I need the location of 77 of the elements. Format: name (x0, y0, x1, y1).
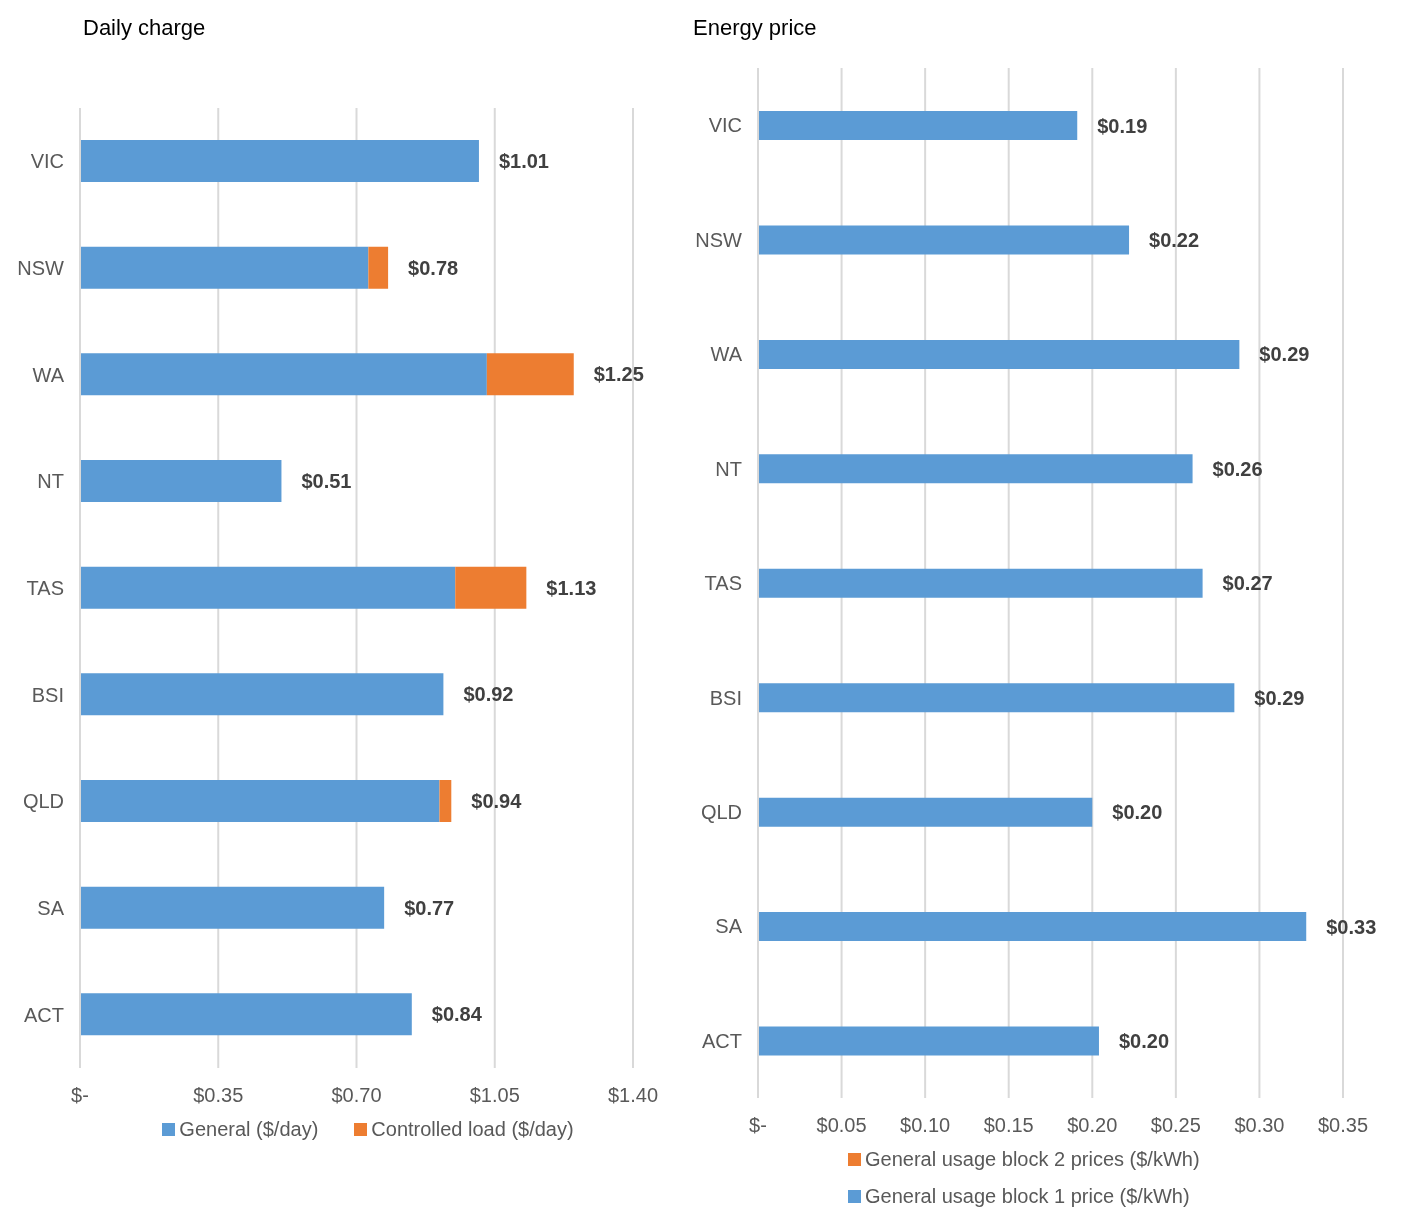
data-label: $0.29 (1254, 686, 1305, 709)
bar (80, 246, 369, 289)
bar (439, 780, 452, 822)
bar (80, 460, 282, 502)
bar (758, 111, 1078, 140)
total-label: $1.01 (498, 150, 550, 172)
bar (758, 339, 1240, 369)
total-label: $0.94 (471, 790, 523, 812)
y-tick-label: TAS (704, 572, 742, 595)
y-tick-label: VIC (708, 114, 742, 137)
y-tick-label: WA (32, 363, 65, 386)
y-tick-label: NSW (17, 257, 65, 280)
bar (80, 566, 456, 609)
legend-label: General ($/day) (179, 1118, 319, 1141)
x-tick-label: $0.30 (1234, 1114, 1285, 1137)
total-label: $1.25 (593, 363, 644, 386)
bar (80, 993, 412, 1036)
y-tick-label: QLD (22, 790, 64, 813)
x-tick-label: $0.20 (1067, 1114, 1118, 1137)
bar (80, 780, 440, 822)
bar (758, 1026, 1099, 1056)
y-tick-label: NT (37, 470, 64, 493)
y-tick-label: BSI (31, 683, 64, 706)
bar (758, 568, 1203, 598)
x-tick-label: $1.40 (607, 1084, 659, 1107)
y-tick-label: SA (715, 915, 743, 938)
total-label: $0.77 (404, 896, 455, 919)
bar (80, 353, 487, 396)
y-tick-label: VIC (30, 150, 64, 173)
legend-label: General usage block 1 price ($/kWh) (865, 1185, 1190, 1208)
bar (758, 797, 1093, 827)
x-tick-label: $1.05 (469, 1084, 520, 1107)
bar (455, 566, 527, 609)
y-tick-label: ACT (702, 1029, 742, 1052)
y-tick-label: ACT (24, 1003, 64, 1026)
x-tick-label: $0.35 (193, 1084, 244, 1107)
data-label: $0.20 (1118, 1030, 1170, 1053)
total-label: $0.78 (408, 256, 459, 279)
bar (758, 912, 1307, 942)
chart-title: Daily charge (82, 14, 207, 42)
y-tick-label: NT (715, 457, 742, 480)
bar (758, 683, 1235, 713)
x-tick-label: $0.10 (900, 1114, 951, 1137)
bar (486, 353, 574, 396)
y-tick-label: TAS (26, 577, 64, 600)
x-tick-label: $- (71, 1084, 89, 1107)
x-tick-label: $- (749, 1114, 767, 1137)
bar (80, 673, 444, 716)
data-label: $0.29 (1259, 343, 1310, 366)
x-tick-label: $0.70 (331, 1084, 382, 1107)
data-label: $0.19 (1097, 114, 1148, 137)
data-label: $0.26 (1212, 457, 1263, 480)
total-label: $0.92 (463, 683, 514, 706)
bar (758, 454, 1193, 484)
y-tick-label: WA (710, 343, 743, 366)
chart-title: Energy price (692, 14, 818, 42)
y-tick-label: BSI (709, 686, 742, 709)
total-label: $0.84 (431, 1003, 483, 1026)
x-tick-label: $0.35 (1317, 1114, 1369, 1137)
data-label: $0.20 (1112, 801, 1163, 824)
y-tick-label: SA (37, 897, 65, 920)
bar (368, 246, 389, 289)
data-label: $0.22 (1149, 228, 1200, 251)
bar (758, 225, 1130, 255)
total-label: $1.13 (546, 576, 597, 599)
bar (80, 140, 479, 182)
y-tick-label: NSW (695, 228, 743, 251)
total-label: $0.51 (301, 470, 352, 492)
legend-label: General usage block 2 prices ($/kWh) (865, 1148, 1200, 1171)
x-tick-label: $0.15 (983, 1114, 1034, 1137)
x-tick-label: $0.05 (816, 1114, 867, 1137)
data-label: $0.33 (1326, 915, 1377, 938)
data-label: $0.27 (1222, 572, 1273, 595)
legend-label: Controlled load ($/day) (371, 1118, 574, 1141)
x-tick-label: $0.25 (1150, 1114, 1201, 1137)
bar (80, 886, 385, 929)
y-tick-label: QLD (700, 800, 742, 823)
